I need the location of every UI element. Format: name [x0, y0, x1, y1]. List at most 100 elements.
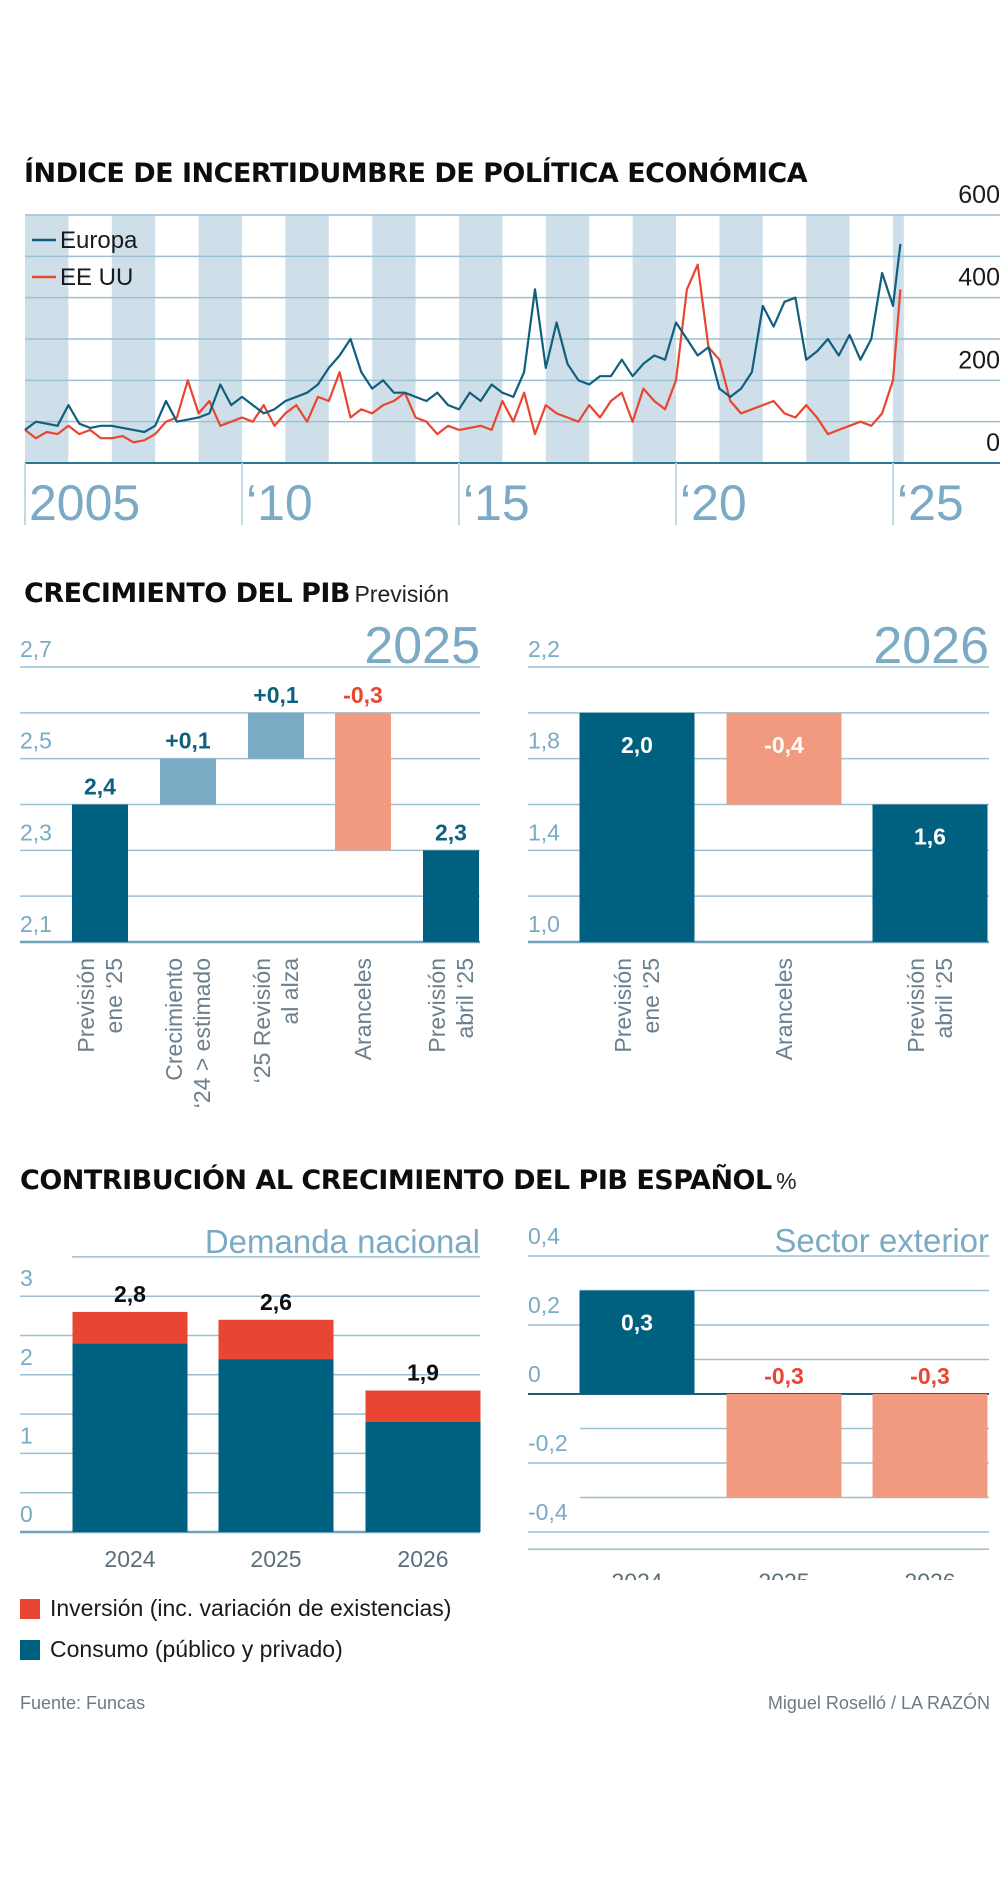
y-tick-label: 1,0 — [528, 911, 560, 937]
category-label: Aranceles — [350, 958, 376, 1060]
y-tick-label: 3 — [20, 1265, 33, 1291]
y-tick-label: 600 — [958, 181, 1000, 209]
bar-4 — [423, 850, 479, 942]
y-tick-label: 0 — [20, 1501, 33, 1527]
y-tick-label: 2,2 — [528, 636, 560, 662]
bar-value-label: -0,4 — [764, 732, 804, 758]
y-tick-label: 0,2 — [528, 1292, 560, 1318]
series-line-europa — [24, 243, 902, 434]
credit-note: Miguel Roselló / LA RAZÓN — [767, 1693, 990, 1713]
bar-3 — [335, 712, 391, 851]
x-category-label: 2024 — [104, 1546, 155, 1572]
x-tick-label: 2005 — [29, 475, 140, 531]
category-label: Previsiónene ‘25 — [73, 958, 127, 1053]
contrib-title: CONTRIBUCIÓN AL CRECIMIENTO DEL PIB ESPA… — [20, 1165, 772, 1196]
category-label: ‘25 Revisiónal alza — [249, 958, 303, 1084]
x-category-label: 2024 — [611, 1568, 662, 1580]
category-label-text: Aranceles — [771, 958, 797, 1060]
legend-consumo-label: Consumo (público y privado) — [50, 1636, 343, 1662]
y-tick-label: 2 — [20, 1344, 33, 1370]
category-label: Previsiónene ‘25 — [610, 958, 664, 1053]
bar-total-label: 2,6 — [260, 1289, 292, 1315]
y-tick-label: -0,4 — [528, 1499, 568, 1525]
demanda-nacional-chart: 0 1 2 3 Demanda nacional 2,8 2024 2,6 2025 1,9 202… — [20, 1223, 481, 1572]
x-category-label: 2026 — [397, 1546, 448, 1572]
y-tick-label: 1,8 — [528, 728, 560, 754]
legend-label: EE UU — [60, 264, 133, 291]
category-label-text: Aranceles — [350, 958, 376, 1060]
y-tick-label: 0,4 — [528, 1223, 560, 1249]
panel-title: Demanda nacional — [205, 1223, 480, 1260]
category-label-text: Previsiónene ‘25 — [73, 958, 127, 1053]
bar-inversion-2025 — [218, 1319, 334, 1360]
bar-2025 — [726, 1394, 842, 1498]
bar-1 — [160, 758, 216, 805]
y-tick-label: 2,1 — [20, 911, 52, 937]
legend-label: Europa — [60, 227, 138, 254]
bar-value-label: 1,6 — [914, 824, 946, 850]
chart-year-title: 2026 — [873, 620, 989, 675]
y-tick-label: 400 — [958, 264, 1000, 292]
y-tick-label: 2,3 — [20, 819, 52, 845]
bar-inversion-2026 — [365, 1390, 481, 1422]
category-label: Aranceles — [771, 958, 797, 1060]
bar-inversion-2024 — [72, 1311, 188, 1344]
y-tick-label: -0,2 — [528, 1430, 568, 1456]
x-category-label: 2025 — [758, 1568, 809, 1580]
bar-value-label: 2,3 — [435, 819, 467, 845]
pib-2026-waterfall-chart: 1,0 1,4 1,8 2,2 2026 2,0 Previsiónene ‘25 -0,4 A… — [528, 620, 989, 1060]
contrib-header: CONTRIBUCIÓN AL CRECIMIENTO DEL PIB ESPA… — [20, 1165, 797, 1196]
y-tick-label: 1 — [20, 1422, 33, 1448]
legend-item-invest: Inversión (inc. variación de existencias… — [20, 1595, 451, 1622]
category-label: Crecimiento‘24 > estimado — [161, 958, 215, 1108]
legend-item-consumo: Consumo (público y privado) — [20, 1636, 451, 1663]
uncertainty-title: ÍNDICE DE INCERTIDUMBRE DE POLÍTICA ECON… — [24, 158, 808, 189]
category-label: Previsiónabril ‘25 — [424, 958, 478, 1053]
bar-value-label: -0,3 — [764, 1363, 804, 1389]
bar-0 — [72, 804, 128, 942]
category-label-text: ‘25 Revisiónal alza — [249, 958, 303, 1084]
y-tick-label: 1,4 — [528, 819, 560, 845]
x-tick-label: ‘10 — [246, 475, 313, 531]
bar-value-label: 0,3 — [621, 1310, 653, 1336]
bar-2026 — [872, 1394, 988, 1498]
pib-header: CRECIMIENTO DEL PIB Previsión — [24, 578, 449, 609]
bottom-legend: Inversión (inc. variación de existencias… — [20, 1595, 451, 1663]
contrib-subtitle: % — [776, 1168, 797, 1194]
panel-title: Sector exterior — [774, 1222, 989, 1259]
bar-value-label: -0,3 — [910, 1363, 950, 1389]
x-tick-label: ‘20 — [680, 475, 747, 531]
category-label-text: Previsiónabril ‘25 — [424, 958, 478, 1053]
bar-2024 — [579, 1290, 695, 1394]
bar-1 — [726, 712, 842, 805]
y-tick-label: 2,7 — [20, 636, 52, 662]
bar-value-label: +0,1 — [165, 728, 211, 754]
bar-2 — [248, 712, 304, 759]
bar-total-label: 2,8 — [114, 1281, 146, 1307]
bar-consumo-2024 — [72, 1343, 188, 1532]
bar-consumo-2026 — [365, 1421, 481, 1532]
bar-2 — [872, 804, 988, 942]
pib-title: CRECIMIENTO DEL PIB — [24, 578, 351, 609]
x-category-label: 2026 — [904, 1568, 955, 1580]
bar-value-label: +0,1 — [253, 682, 299, 708]
y-tick-label: 0 — [528, 1361, 541, 1387]
pib-subtitle: Previsión — [354, 581, 450, 607]
category-label-text: Crecimiento‘24 > estimado — [161, 958, 215, 1108]
sector-exterior-chart: -0,4 -0,2 0 0,2 0,4 Sector exterior 0,3 2024 -0,… — [528, 1222, 989, 1580]
source-note: Fuente: Funcas — [20, 1693, 146, 1713]
bar-0 — [579, 712, 695, 942]
consumo-swatch-icon — [20, 1639, 40, 1660]
category-label: Previsiónabril ‘25 — [903, 958, 957, 1053]
invest-swatch-icon — [20, 1598, 40, 1619]
series-line-eeuu — [24, 263, 902, 444]
pib-2025-waterfall-chart: 2,1 2,3 2,5 2,7 2025 2,4 Previsiónene ‘25 +0,1 C… — [20, 620, 480, 1108]
category-label-text: Previsiónabril ‘25 — [903, 958, 957, 1053]
y-tick-label: 200 — [958, 346, 1000, 374]
y-tick-label: 0 — [986, 429, 1000, 457]
y-tick-label: 2,5 — [20, 728, 52, 754]
bar-total-label: 1,9 — [407, 1360, 439, 1386]
category-label-text: Previsiónene ‘25 — [610, 958, 664, 1053]
bar-value-label: 2,0 — [621, 732, 653, 758]
bar-consumo-2025 — [218, 1359, 334, 1532]
